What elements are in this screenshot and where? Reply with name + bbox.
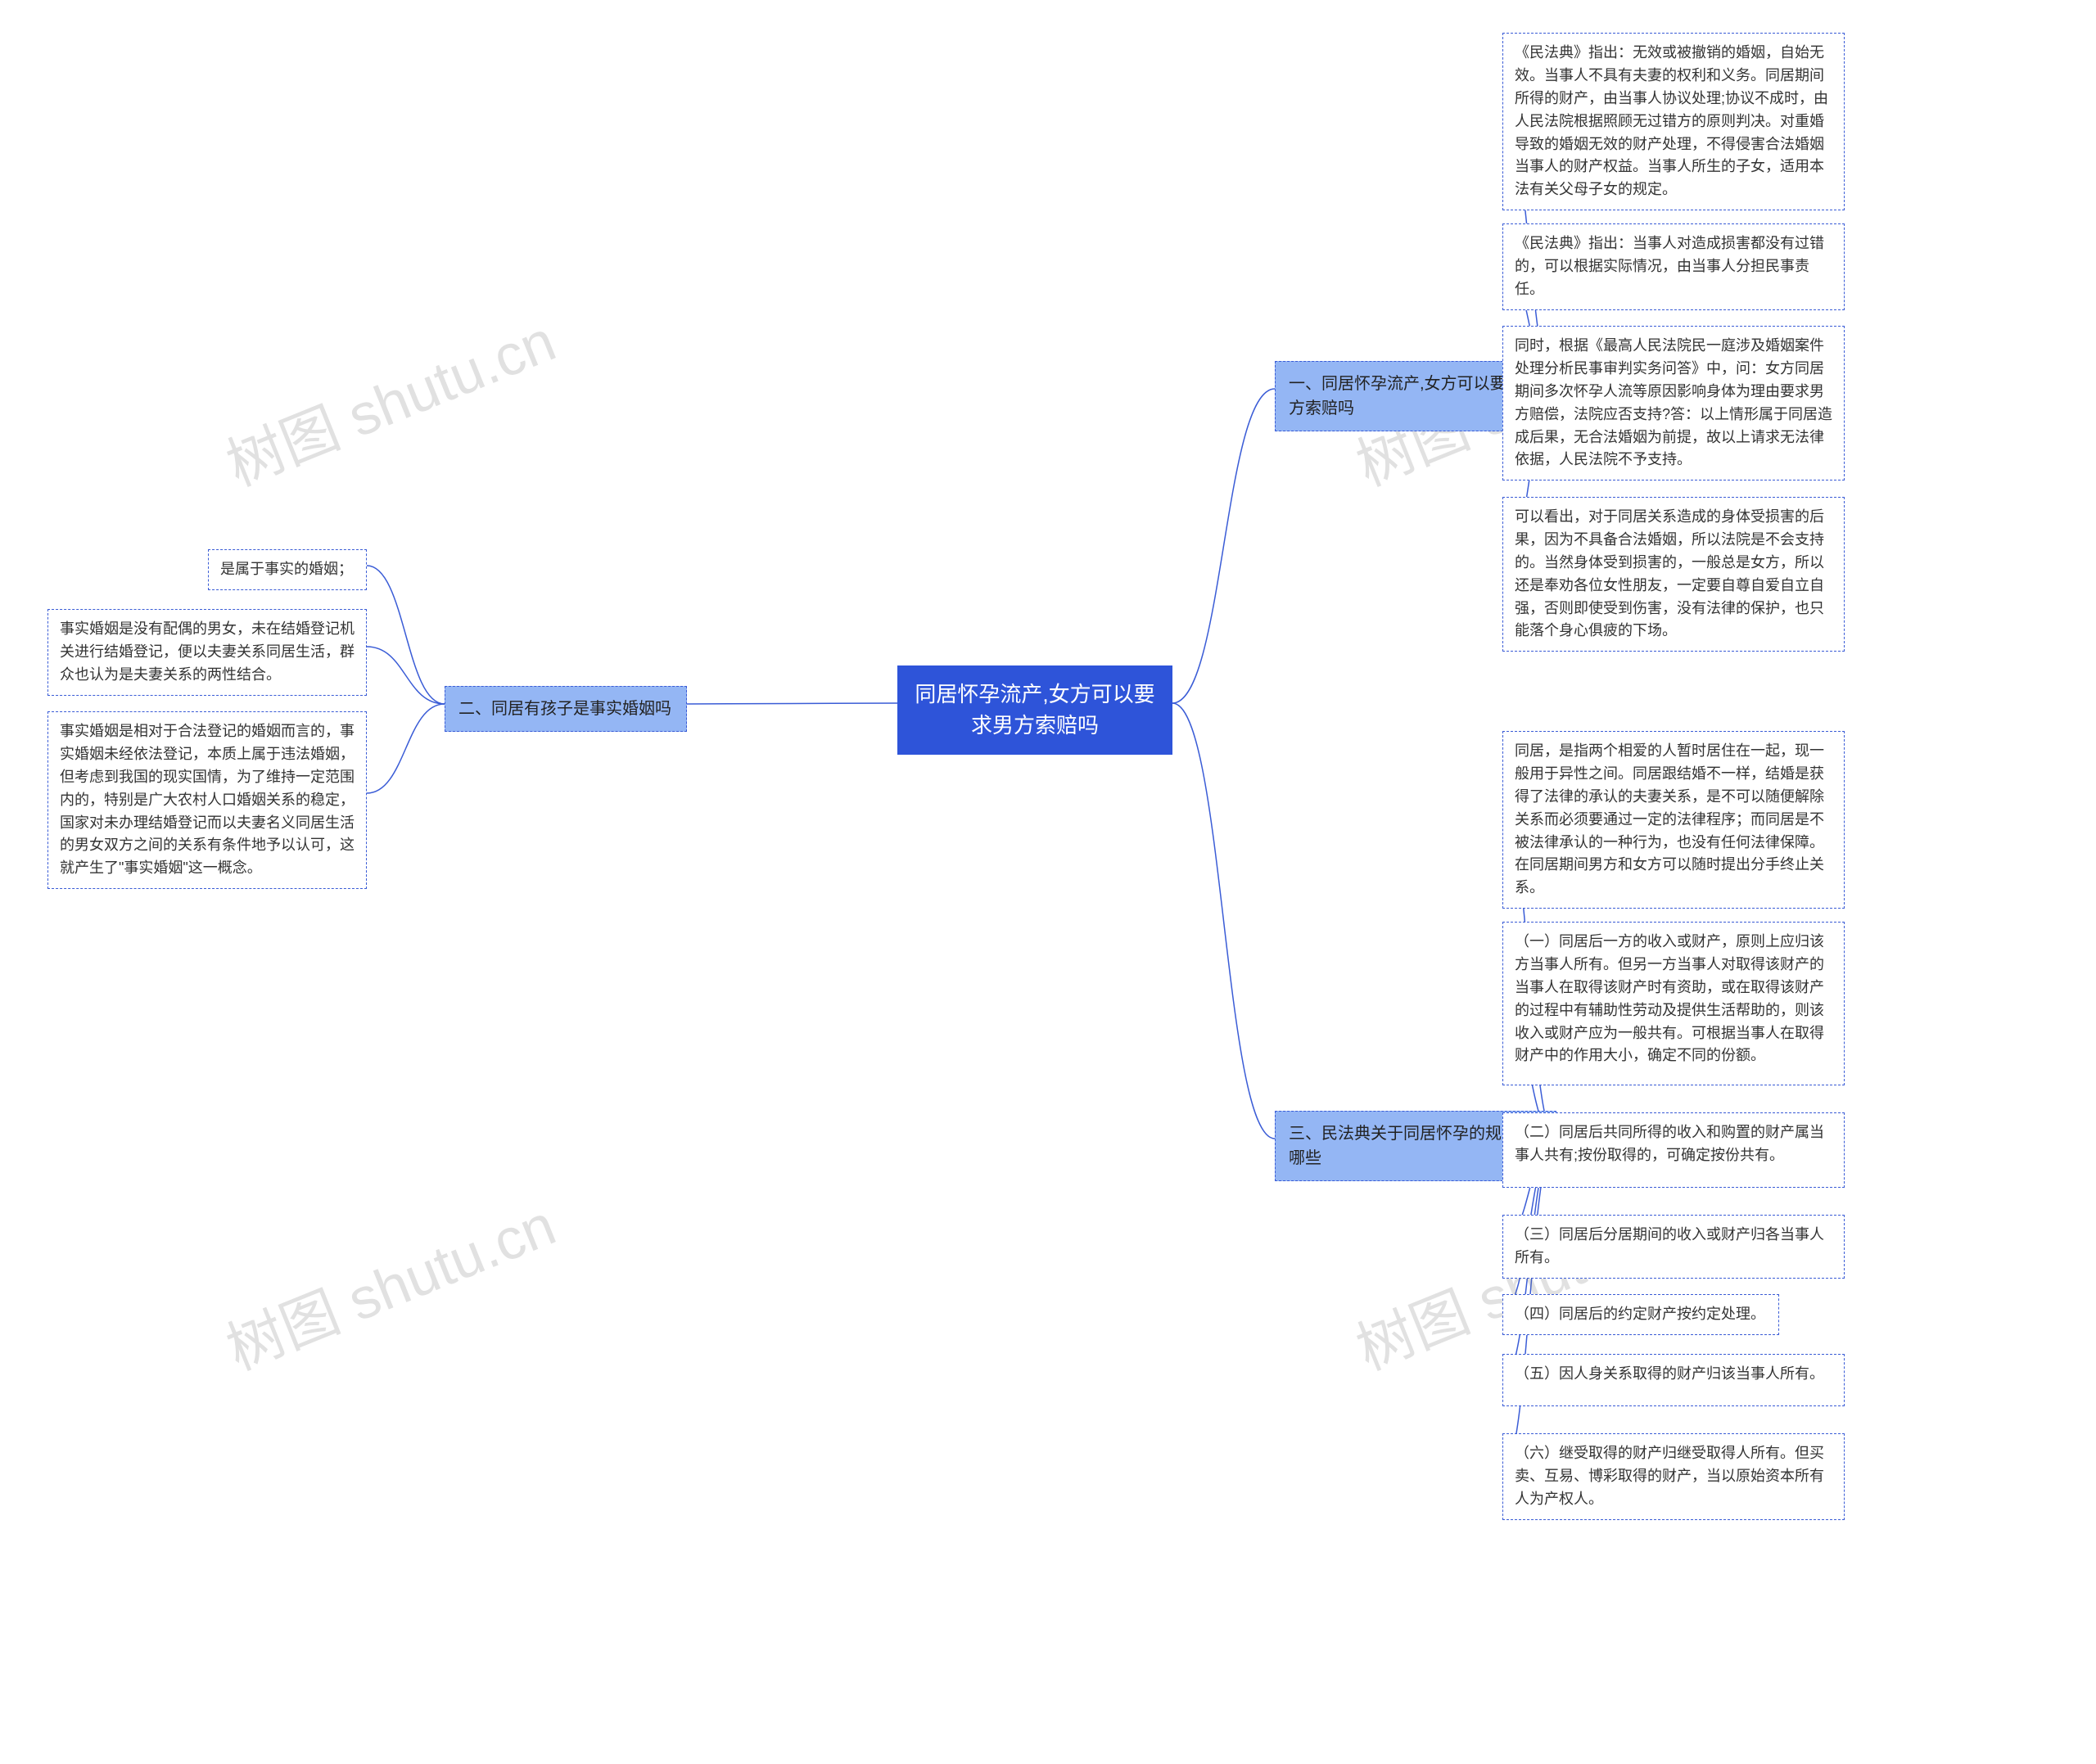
leaf-node: （六）继受取得的财产归继受取得人所有。但买卖、互易、博彩取得的财产，当以原始资本… xyxy=(1502,1433,1845,1520)
leaf-text: （四）同居后的约定财产按约定处理。 xyxy=(1515,1306,1765,1322)
watermark: 树图 shutu.cn xyxy=(213,1180,566,1387)
leaf-node: 是属于事实的婚姻； xyxy=(208,549,367,590)
leaf-text: （三）同居后分居期间的收入或财产归各当事人所有。 xyxy=(1515,1226,1824,1265)
leaf-text: （五）因人身关系取得的财产归该当事人所有。 xyxy=(1515,1365,1824,1382)
leaf-text: 《民法典》指出：无效或被撤销的婚姻，自始无效。当事人不具有夫妻的权利和义务。同居… xyxy=(1515,44,1828,197)
leaf-text: 事实婚姻是没有配偶的男女，未在结婚登记机关进行结婚登记，便以夫妻关系同居生活，群… xyxy=(60,620,355,683)
leaf-text: （二）同居后共同所得的收入和购置的财产属当事人共有;按份取得的，可确定按份共有。 xyxy=(1515,1124,1824,1163)
center-text: 同居怀孕流产,女方可以要求男方索赔吗 xyxy=(915,682,1154,738)
leaf-node: （四）同居后的约定财产按约定处理。 xyxy=(1502,1294,1779,1335)
leaf-node: （二）同居后共同所得的收入和购置的财产属当事人共有;按份取得的，可确定按份共有。 xyxy=(1502,1112,1845,1188)
watermark: 树图 shutu.cn xyxy=(213,296,566,503)
leaf-text: 《民法典》指出：当事人对造成损害都没有过错的，可以根据实际情况，由当事人分担民事… xyxy=(1515,235,1824,297)
leaf-node: （一）同居后一方的收入或财产，原则上应归该方当事人所有。但另一方当事人对取得该财… xyxy=(1502,922,1845,1085)
leaf-node: 《民法典》指出：当事人对造成损害都没有过错的，可以根据实际情况，由当事人分担民事… xyxy=(1502,223,1845,310)
leaf-node: 事实婚姻是相对于合法登记的婚姻而言的，事实婚姻未经依法登记，本质上属于违法婚姻，… xyxy=(47,711,367,889)
leaf-node: （三）同居后分居期间的收入或财产归各当事人所有。 xyxy=(1502,1215,1845,1279)
center-node: 同居怀孕流产,女方可以要求男方索赔吗 xyxy=(897,665,1172,755)
branch-node: 二、同居有孩子是事实婚姻吗 xyxy=(445,686,687,732)
leaf-node: 可以看出，对于同居关系造成的身体受损害的后果，因为不具备合法婚姻，所以法院是不会… xyxy=(1502,497,1845,652)
leaf-text: （六）继受取得的财产归继受取得人所有。但买卖、互易、博彩取得的财产，当以原始资本… xyxy=(1515,1445,1824,1507)
leaf-node: 同时，根据《最高人民法院民一庭涉及婚姻案件处理分析民事审判实务问答》中，问：女方… xyxy=(1502,326,1845,480)
branch-text: 二、同居有孩子是事实婚姻吗 xyxy=(458,700,671,718)
leaf-node: 事实婚姻是没有配偶的男女，未在结婚登记机关进行结婚登记，便以夫妻关系同居生活，群… xyxy=(47,609,367,696)
leaf-node: 《民法典》指出：无效或被撤销的婚姻，自始无效。当事人不具有夫妻的权利和义务。同居… xyxy=(1502,33,1845,210)
leaf-text: 同居，是指两个相爱的人暂时居住在一起，现一般用于异性之间。同居跟结婚不一样，结婚… xyxy=(1515,742,1824,896)
leaf-node: 同居，是指两个相爱的人暂时居住在一起，现一般用于异性之间。同居跟结婚不一样，结婚… xyxy=(1502,731,1845,909)
branch-text: 三、民法典关于同居怀孕的规定有哪些 xyxy=(1289,1125,1534,1167)
leaf-text: 是属于事实的婚姻； xyxy=(220,561,353,577)
leaf-text: 事实婚姻是相对于合法登记的婚姻而言的，事实婚姻未经依法登记，本质上属于违法婚姻，… xyxy=(60,723,355,876)
leaf-text: 可以看出，对于同居关系造成的身体受损害的后果，因为不具备合法婚姻，所以法院是不会… xyxy=(1515,508,1824,638)
leaf-node: （五）因人身关系取得的财产归该当事人所有。 xyxy=(1502,1354,1845,1406)
branch-text: 一、同居怀孕流产,女方可以要求男方索赔吗 xyxy=(1289,375,1539,417)
leaf-text: 同时，根据《最高人民法院民一庭涉及婚姻案件处理分析民事审判实务问答》中，问：女方… xyxy=(1515,337,1832,467)
leaf-text: （一）同居后一方的收入或财产，原则上应归该方当事人所有。但另一方当事人对取得该财… xyxy=(1515,933,1824,1063)
